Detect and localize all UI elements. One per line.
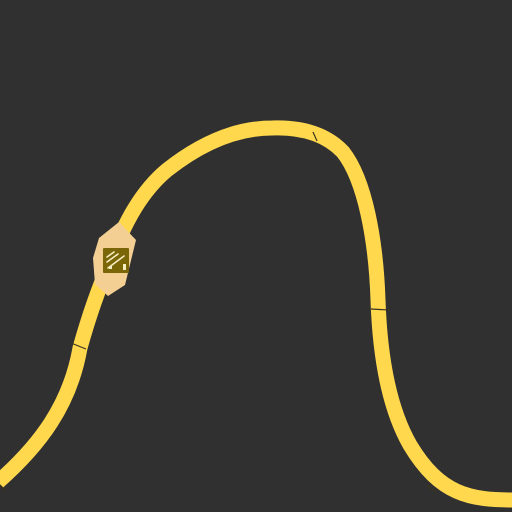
segment-tick [0,484,7,492]
route-shield-glyph [106,251,126,270]
route-shield[interactable] [93,222,136,296]
segment-tick [370,308,390,311]
road-layer [0,120,512,508]
segment-tick [426,484,437,493]
highway-road[interactable] [0,120,512,508]
segment-tick [70,342,87,350]
segment-tick [312,131,318,142]
road-segment-ticks [0,131,437,493]
